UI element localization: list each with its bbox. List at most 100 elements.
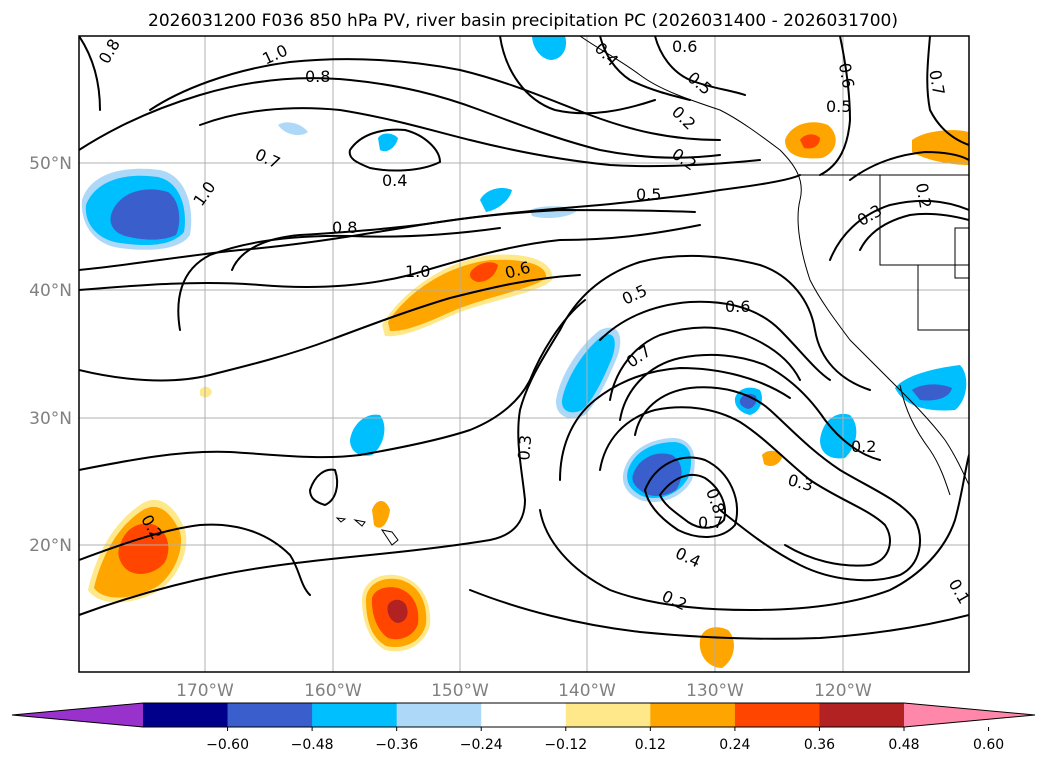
precip-blob-small-orange-1 (372, 501, 390, 528)
colorbar-tick-label: −0.24 (460, 737, 503, 753)
contour-line (469, 589, 969, 640)
contour-line (619, 353, 881, 461)
contour-line (177, 227, 501, 331)
state-border-3 (917, 265, 969, 331)
contour-label: 0.2 (851, 437, 876, 456)
pv-contours (79, 36, 969, 640)
contour-line (659, 473, 726, 529)
contour-label: 0.7 (698, 513, 723, 532)
precip-blob-small-blue-6 (278, 122, 308, 136)
contour-line (79, 299, 586, 471)
contour-label: 0.7 (925, 68, 948, 96)
contour-line (79, 523, 311, 596)
precip-blob-small-orange-3 (200, 386, 212, 398)
colorbar-segment (227, 703, 313, 727)
precip-blob-central-orange (388, 259, 547, 332)
lat-label: 40°N (29, 281, 72, 301)
contour-line (599, 300, 831, 381)
coastline-baja (899, 384, 951, 496)
colorbar-segment (396, 703, 482, 727)
contour-line (654, 36, 746, 96)
colorbar-arrow-left (12, 703, 143, 727)
contour-line (79, 274, 581, 382)
contour-line (79, 224, 701, 291)
lat-label: 50°N (29, 154, 72, 174)
longitude-axis: 170°W 160°W 150°W 140°W 130°W 120°W (176, 681, 872, 701)
lon-label: 170°W (176, 681, 234, 701)
lat-label: 30°N (29, 409, 72, 429)
contour-line (539, 454, 969, 611)
lat-label: 20°N (29, 536, 72, 556)
colorbar-segment (481, 703, 567, 727)
hawaii-island-1 (380, 529, 399, 546)
contour-line (609, 326, 801, 401)
lon-label: 150°W (431, 681, 489, 701)
contour-line (644, 456, 738, 538)
precip-blob-west-darkblue (110, 189, 180, 240)
contour-line (859, 212, 969, 251)
colorbar-segment (650, 703, 736, 727)
colorbar-tick-label: −0.36 (375, 737, 418, 753)
contour-label: 0.5 (826, 97, 851, 116)
contour-line (79, 329, 561, 616)
precip-blob-sw-red (118, 523, 169, 574)
lon-label: 140°W (558, 681, 616, 701)
contour-label: 1.0 (405, 262, 430, 281)
colorbar-segment (734, 703, 820, 727)
grid-lines (79, 36, 969, 672)
plot-area: 0.8 1.0 0.8 0.7 1.0 0.4 0.8 1.0 0.6 0.5 … (79, 36, 969, 672)
colorbar-tick-label: 0.48 (888, 737, 919, 753)
contour-line (79, 36, 101, 111)
precip-blob-south-darkred (387, 599, 408, 623)
colorbar-tick-label: 0.36 (804, 737, 835, 753)
figure-title: 2026031200 F036 850 hPa PV, river basin … (148, 11, 898, 31)
contour-line (559, 367, 791, 481)
plot-frame (78, 35, 970, 673)
colorbar-segment (143, 703, 229, 727)
hawaii-island-3 (335, 517, 347, 523)
contour-label: 0.8 (332, 218, 357, 237)
hawaii-island-2 (353, 519, 366, 527)
contour-line (599, 36, 691, 101)
lon-label: 120°W (814, 681, 872, 701)
colorbar-tick-label: 0.60 (973, 737, 1004, 753)
contour-line (348, 128, 441, 172)
colorbar-tick-label: 0.12 (635, 737, 666, 753)
contour-line (829, 199, 969, 261)
coastlines (335, 36, 969, 546)
contour-label: 0.8 (305, 67, 330, 86)
latitude-axis: 50°N 40°N 30°N 20°N (29, 154, 72, 556)
lon-label: 130°W (686, 681, 744, 701)
colorbar: −0.60 −0.48 −0.36 −0.24 −0.12 0.12 0.24 0.36 0.4… (11, 702, 1036, 753)
precip-blob-small-blue-7 (378, 133, 398, 152)
contour-line (599, 406, 891, 567)
precip-blob-central-red (470, 262, 498, 282)
precip-blob-ne-blue (532, 36, 567, 60)
contour-label: 0.4 (382, 171, 407, 190)
contour-line (926, 36, 969, 146)
contour-line (634, 386, 921, 582)
contour-line (499, 36, 656, 115)
colorbar-tick-label: −0.48 (291, 737, 334, 753)
precip-blob-mid-blue-inner (561, 334, 615, 413)
precip-blob-ne-red-1 (800, 134, 820, 149)
contour-line (199, 107, 761, 168)
precip-blob-small-blue-1 (350, 414, 385, 456)
contour-line (309, 468, 339, 506)
colorbar-arrow-right (904, 703, 1035, 727)
contour-label: 0.6 (725, 297, 750, 316)
contour-line (559, 254, 871, 391)
contour-line (849, 151, 969, 181)
colorbar-tick-label: −0.60 (206, 737, 249, 753)
precip-blob-small-blue-4 (480, 188, 512, 212)
state-border-4 (954, 227, 969, 279)
lon-label: 160°W (304, 681, 362, 701)
colorbar-outline (11, 702, 1036, 728)
coastline-north-america (579, 36, 969, 486)
colorbar-segment (312, 703, 398, 727)
contour-line (149, 58, 721, 141)
contour-label: 0.3 (514, 434, 535, 461)
contour-label: 0.2 (912, 181, 935, 209)
colorbar-segment (819, 703, 905, 727)
